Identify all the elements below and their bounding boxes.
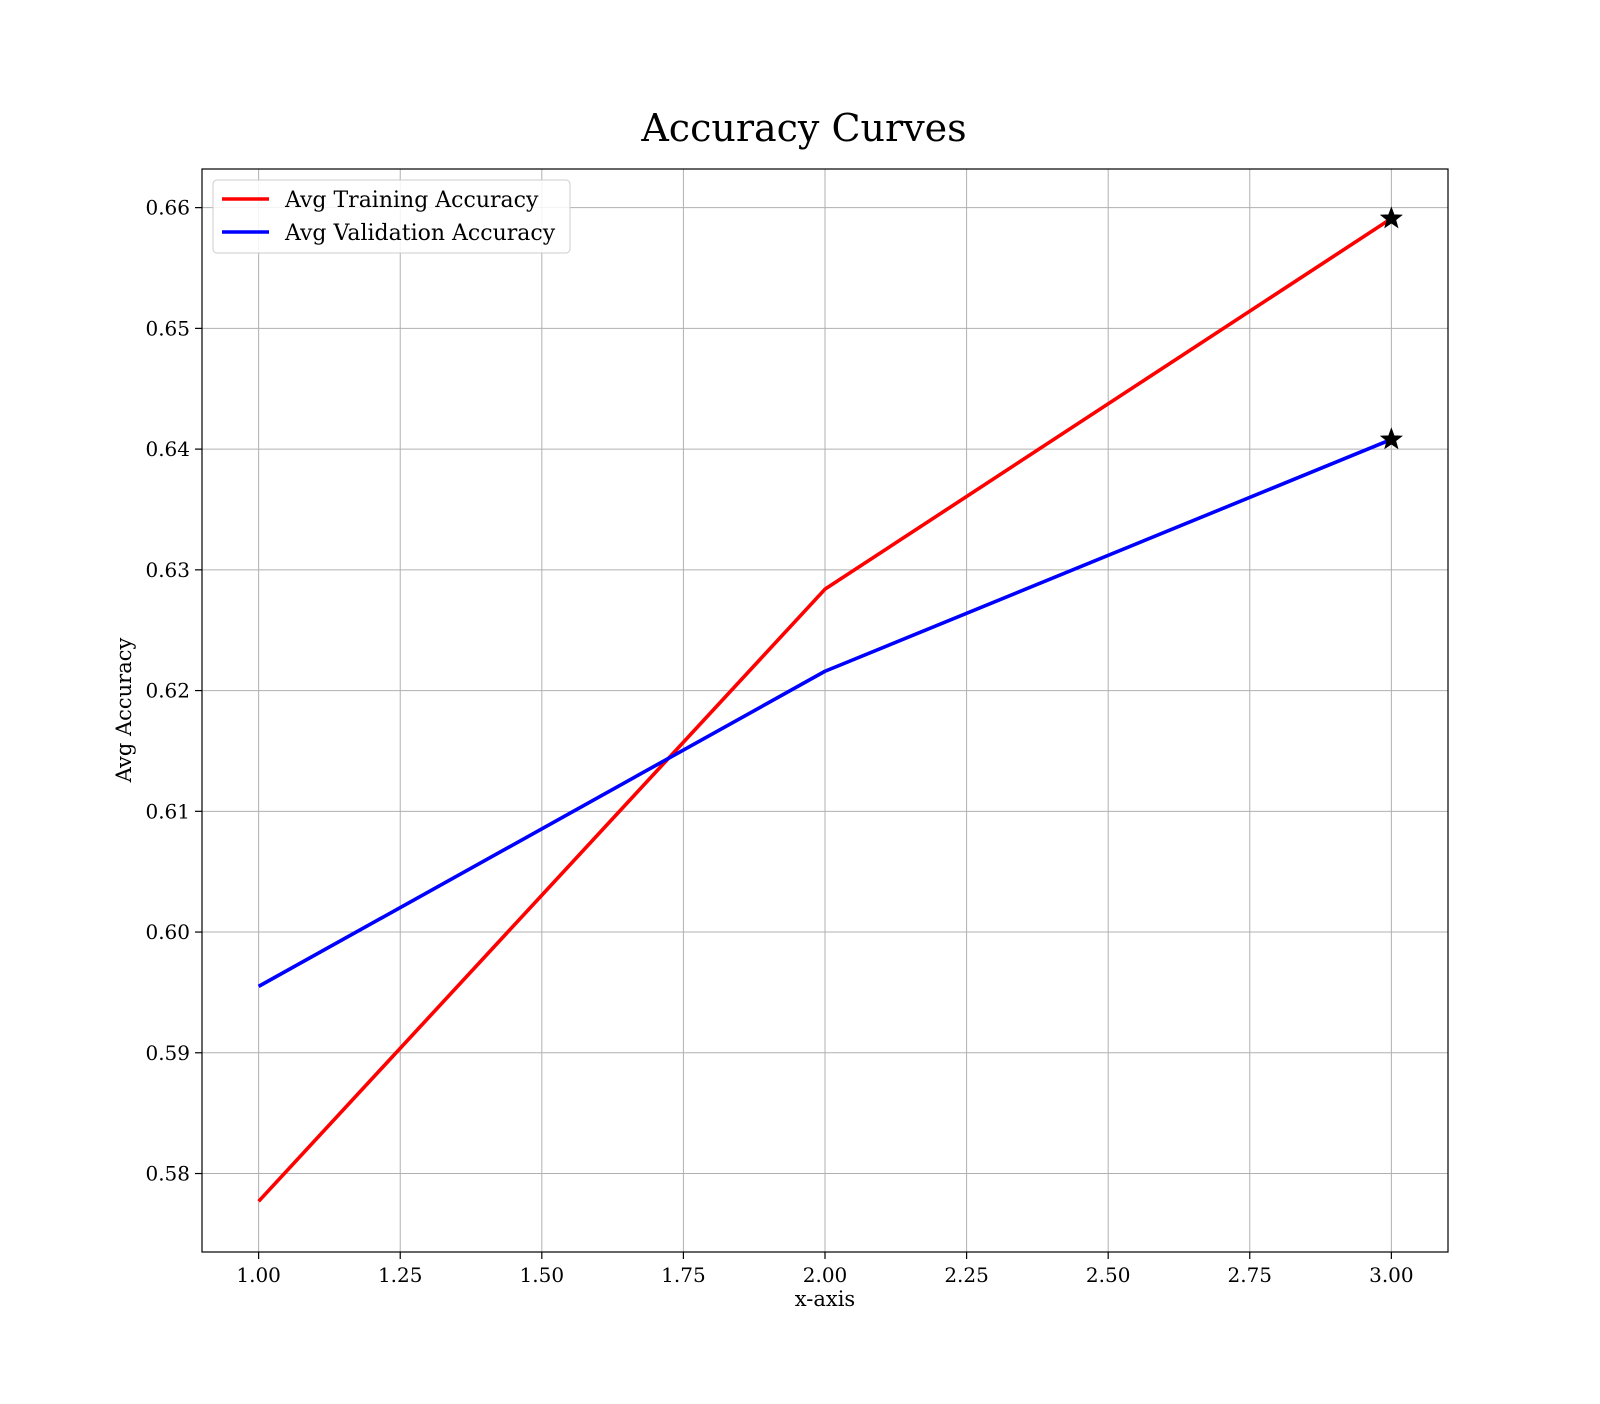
y-tick-label: 0.65 [145,316,190,340]
markers [1379,206,1403,450]
x-tick-label: 2.75 [1228,1263,1273,1287]
y-tick-label: 0.61 [145,799,190,823]
x-tick-label: 2.50 [1086,1263,1131,1287]
x-tick-label: 3.00 [1369,1263,1414,1287]
legend-box [212,179,571,254]
x-axis-label: x-axis [795,1287,855,1311]
legend: Avg Training Accuracy Avg Validation Accu… [212,179,571,254]
x-tick-label: 1.25 [378,1263,423,1287]
chart-title: Accuracy Curves [640,106,966,150]
x-tick-label: 1.75 [661,1263,706,1287]
star-icon [1379,206,1403,229]
legend-label: Avg Training Accuracy [284,188,539,213]
x-tick-label: 1.00 [236,1263,281,1287]
x-tick-label: 1.50 [520,1263,565,1287]
series-lines [257,216,1393,1203]
axis-ticks: 1.00 1.25 1.50 1.75 2.00 2.25 2.50 2.75 3.00 0.58… [145,196,1413,1287]
y-axis-label: Avg Accuracy [112,638,136,784]
series-line-validation [257,437,1393,988]
x-tick-label: 2.00 [803,1263,848,1287]
y-tick-label: 0.63 [145,558,190,582]
series-line-training [257,216,1393,1203]
star-icon [1379,427,1403,450]
y-tick-label: 0.64 [145,437,190,461]
y-tick-label: 0.59 [145,1041,190,1065]
y-tick-label: 0.58 [145,1162,190,1186]
y-tick-label: 0.62 [145,679,190,703]
y-tick-label: 0.60 [145,920,190,944]
legend-label: Avg Validation Accuracy [284,221,556,246]
grid [202,169,1448,1252]
x-tick-label: 2.25 [944,1263,989,1287]
y-tick-label: 0.66 [145,196,190,220]
